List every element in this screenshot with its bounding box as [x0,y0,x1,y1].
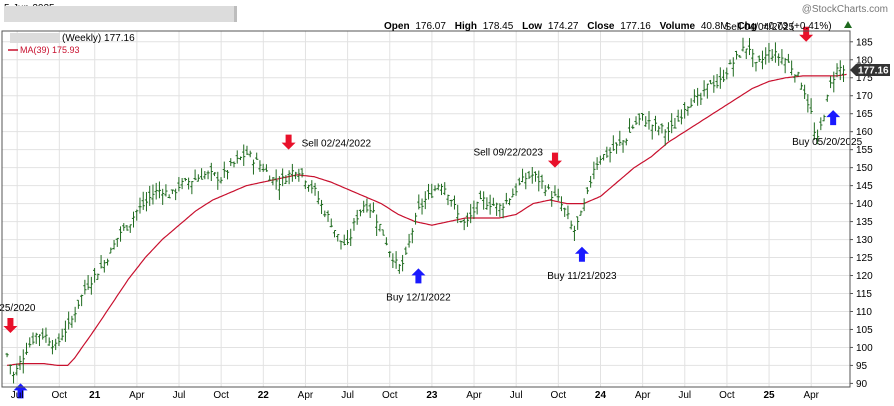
x-tick-label: Apr [466,390,482,401]
chg-value: +0.73 (+0.41%) [763,21,832,32]
y-tick-label: 140 [856,199,873,210]
x-tick-label: Apr [129,390,145,401]
x-tick-label: Oct [213,390,229,401]
y-tick-label: 90 [856,379,868,390]
y-tick-label: 185 [856,37,873,48]
grid-lines [2,31,850,387]
price-bars [5,37,846,384]
x-tick-label: Oct [551,390,567,401]
low-value: 174.27 [548,21,579,32]
chg-label: Chg [737,21,756,32]
symbol-name-box-edge [234,6,237,22]
y-tick-label: 150 [856,163,873,174]
x-axis: Jul Oct 21 Apr Jul Oct 22 Apr Jul Oct 23 Apr Jul Oct 2… [11,390,820,401]
last-value-box [850,63,890,76]
sell-arrow [799,26,814,42]
x-tick-label: 24 [595,390,607,401]
sell-arrow [281,134,296,150]
high-label: High [455,21,477,32]
y-tick-label: 130 [856,235,873,246]
sell-arrow [547,152,562,168]
y-tick-label: 145 [856,181,873,192]
signal-label: Sell 09/22/2023 [473,148,543,159]
volume-label: Volume [660,21,696,32]
open-value: 176.07 [415,21,446,32]
legend-name-box [10,33,60,43]
x-tick-label: Jul [678,390,691,401]
last-value-label: 177.16 [858,65,889,76]
legend-price: (Weekly) 177.16 [62,33,135,44]
volume-value: 40.8M [701,21,729,32]
buy-arrow [574,246,589,262]
y-tick-label: 125 [856,253,873,264]
signal-label: Buy 05/20/2025 [792,137,862,148]
x-tick-label: Oct [52,390,68,401]
y-tick-label: 120 [856,271,873,282]
x-tick-label: Oct [719,390,735,401]
y-tick-label: 170 [856,91,873,102]
y-tick-label: 95 [856,361,868,372]
signal-label: Sell 02/24/2022 [302,139,372,150]
ma-line [7,73,847,366]
x-tick-label: 23 [426,390,438,401]
buy-arrow [826,110,841,126]
close-label: Close [587,21,615,32]
close-value: 177.16 [620,21,651,32]
y-tick-label: 180 [856,55,873,66]
x-tick-label: Apr [635,390,651,401]
y-tick-label: 175 [856,73,873,84]
y-tick-label: 100 [856,343,873,354]
high-value: 178.45 [483,21,514,32]
y-tick-label: 160 [856,127,873,138]
x-tick-label: Oct [382,390,398,401]
x-tick-label: 21 [89,390,101,401]
x-tick-label: Jul [510,390,523,401]
x-tick-label: Apr [298,390,314,401]
x-tick-label: 22 [258,390,270,401]
signal-label: 06/25/2020 [0,303,36,314]
signal-label: Buy 11/21/2023 [547,271,617,282]
buy-arrow [411,268,426,284]
y-tick-label: 135 [856,217,873,228]
signal-label: Sell 04/04/2025 [725,22,795,33]
y-tick-label: 105 [856,325,873,336]
x-tick-label: Jul [11,390,24,401]
y-axis: 90 95 100 105 110 115 120 125 130 135 140 145 150 155… [850,37,890,390]
x-tick-label: Jul [341,390,354,401]
signal-label: Buy 12/1/2022 [386,292,451,303]
ohlc-readout: Open 176.07 High 178.45 Low 174.27 Close… [384,21,832,32]
x-tick-label: 25 [764,390,776,401]
y-tick-label: 115 [856,289,872,300]
signal-arrows: 06/25/2020 Sell 02/24/2022 Buy 12/1/2022 Se… [0,22,863,399]
open-label: Open [384,21,410,32]
y-tick-label: 165 [856,109,873,120]
symbol-name-box [4,6,234,22]
watermark: @StockCharts.com [802,4,888,15]
x-tick-label: Jul [173,390,186,401]
legend-ma: MA(39) 175.93 [20,45,80,55]
y-tick-label: 155 [856,145,873,156]
low-label: Low [522,21,542,32]
moving-average-layer [7,73,847,366]
y-tick-label: 110 [856,307,872,318]
chg-up-triangle [844,21,852,28]
sell-arrow [3,318,18,334]
plot-frame [1,30,851,388]
x-tick-label: Apr [803,390,819,401]
